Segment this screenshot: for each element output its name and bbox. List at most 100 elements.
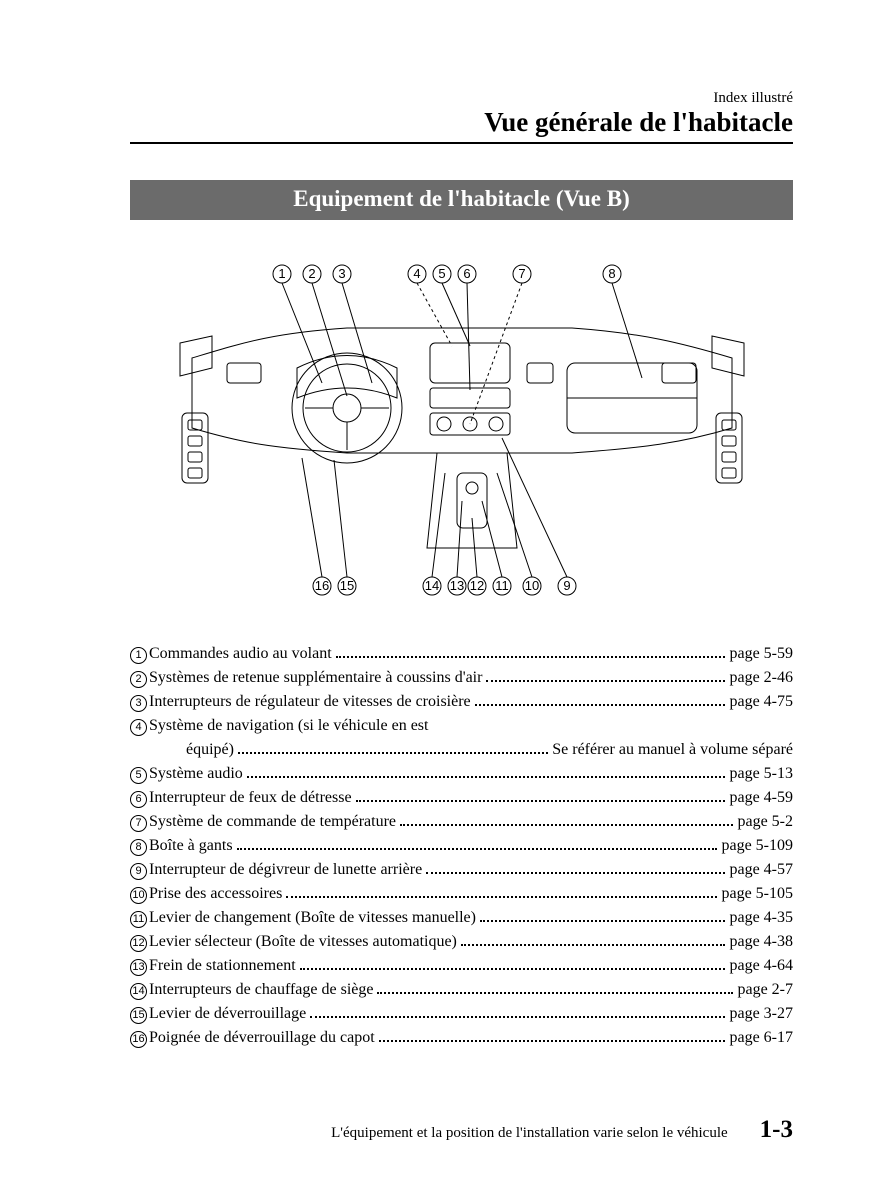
index-row: 12 Levier sélecteur (Boîte de vitesses a… — [130, 930, 793, 954]
interior-diagram: 12345678161514131211109 — [172, 248, 752, 608]
index-row-label: Levier de déverrouillage — [149, 1002, 306, 1026]
page-header: Index illustré Vue générale de l'habitac… — [130, 90, 793, 138]
svg-text:12: 12 — [469, 578, 483, 593]
header-chapter-title: Vue générale de l'habitacle — [130, 107, 793, 138]
svg-text:4: 4 — [413, 266, 420, 281]
index-row: 15 Levier de déverrouillage page 3-27 — [130, 1002, 793, 1026]
index-row-continuation: équipé) Se référer au manuel à volume sép… — [130, 738, 793, 762]
footer-page-number: 1-3 — [760, 1116, 793, 1144]
index-row-number: 15 — [130, 1007, 147, 1024]
leader-dots — [426, 860, 725, 874]
svg-text:8: 8 — [608, 266, 615, 281]
index-row-label: Commandes audio au volant — [149, 642, 332, 666]
index-row-page: page 4-38 — [729, 930, 793, 954]
index-row-page: page 5-109 — [721, 834, 793, 858]
index-row-label: Interrupteur de feux de détresse — [149, 786, 352, 810]
index-row-page: page 5-59 — [729, 642, 793, 666]
index-row-number: 7 — [130, 815, 147, 832]
index-row: 16 Poignée de déverrouillage du capot pag… — [130, 1026, 793, 1050]
leader-dots — [379, 1028, 726, 1042]
index-row: 9 Interrupteur de dégivreur de lunette a… — [130, 858, 793, 882]
svg-text:1: 1 — [278, 266, 285, 281]
index-row-number: 13 — [130, 959, 147, 976]
svg-text:10: 10 — [524, 578, 538, 593]
index-row-page: page 4-57 — [729, 858, 793, 882]
index-row: 2 Systèmes de retenue supplémentaire à c… — [130, 666, 793, 690]
index-row: 6 Interrupteur de feux de détressepage 4… — [130, 786, 793, 810]
index-row-label: Interrupteurs de chauffage de siège — [149, 978, 373, 1002]
index-row: 5 Système audio page 5-13 — [130, 762, 793, 786]
index-row-number: 5 — [130, 767, 147, 784]
leader-dots — [300, 956, 726, 970]
index-row-page: page 5-2 — [737, 810, 793, 834]
index-row-number: 8 — [130, 839, 147, 856]
leader-dots — [461, 932, 726, 946]
index-row-number: 12 — [130, 935, 147, 952]
svg-text:13: 13 — [449, 578, 463, 593]
index-row-label: Système audio — [149, 762, 243, 786]
index-row-number: 2 — [130, 671, 147, 688]
svg-text:2: 2 — [308, 266, 315, 281]
leader-dots — [238, 740, 548, 754]
leader-dots — [400, 812, 733, 826]
header-index-label: Index illustré — [130, 90, 793, 107]
footer-note: L'équipement et la position de l'install… — [331, 1125, 728, 1142]
svg-text:16: 16 — [314, 578, 328, 593]
page-footer: L'équipement et la position de l'install… — [331, 1116, 793, 1144]
index-row: 11 Levier de changement (Boîte de vitess… — [130, 906, 793, 930]
leader-dots — [475, 692, 726, 706]
svg-text:6: 6 — [463, 266, 470, 281]
index-row-number: 4 — [130, 719, 147, 736]
index-row: 7 Système de commande de température page… — [130, 810, 793, 834]
section-title-bar: Equipement de l'habitacle (Vue B) — [130, 180, 793, 220]
index-row-label: équipé) — [186, 738, 234, 762]
index-row-number: 3 — [130, 695, 147, 712]
svg-text:7: 7 — [518, 266, 525, 281]
svg-text:3: 3 — [338, 266, 345, 281]
index-row-page: page 4-75 — [729, 690, 793, 714]
index-row-label: Poignée de déverrouillage du capot — [149, 1026, 375, 1050]
index-row-label: Levier de changement (Boîte de vitesses … — [149, 906, 476, 930]
index-row: 8 Boîte à gants page 5-109 — [130, 834, 793, 858]
index-row-number: 16 — [130, 1031, 147, 1048]
index-row: 4 Système de navigation (si le véhicule … — [130, 714, 793, 738]
callout-index-list: 1 Commandes audio au volantpage 5-592 Sy… — [130, 642, 793, 1050]
index-row-label: Systèmes de retenue supplémentaire à cou… — [149, 666, 482, 690]
index-row-label: Système de commande de température — [149, 810, 396, 834]
index-row: 3 Interrupteurs de régulateur de vitesse… — [130, 690, 793, 714]
header-rule — [130, 142, 793, 144]
index-row: 14 Interrupteurs de chauffage de siègepa… — [130, 978, 793, 1002]
index-row-page: Se référer au manuel à volume séparé — [552, 738, 793, 762]
leader-dots — [486, 668, 725, 682]
leader-dots — [480, 908, 725, 922]
leader-dots — [356, 788, 726, 802]
index-row-label: Prise des accessoires — [149, 882, 282, 906]
index-row-page: page 3-27 — [729, 1002, 793, 1026]
index-row-label: Interrupteurs de régulateur de vitesses … — [149, 690, 471, 714]
index-row: 13 Frein de stationnement page 4-64 — [130, 954, 793, 978]
leader-dots — [377, 980, 733, 994]
index-row-number: 1 — [130, 647, 147, 664]
leader-dots — [310, 1004, 725, 1018]
index-row-label: Levier sélecteur (Boîte de vitesses auto… — [149, 930, 457, 954]
svg-text:5: 5 — [438, 266, 445, 281]
leader-dots — [336, 644, 726, 658]
index-row-number: 9 — [130, 863, 147, 880]
index-row-label: Interrupteur de dégivreur de lunette arr… — [149, 858, 422, 882]
index-row-label: Système de navigation (si le véhicule en… — [149, 714, 428, 738]
index-row-page: page 5-13 — [729, 762, 793, 786]
index-row-page: page 6-17 — [729, 1026, 793, 1050]
leader-dots — [286, 884, 717, 898]
index-row-label: Frein de stationnement — [149, 954, 296, 978]
leader-dots — [237, 836, 718, 850]
index-row-label: Boîte à gants — [149, 834, 233, 858]
svg-text:15: 15 — [339, 578, 353, 593]
svg-text:11: 11 — [495, 578, 509, 593]
index-row-number: 11 — [130, 911, 147, 928]
index-row-number: 10 — [130, 887, 147, 904]
index-row-number: 6 — [130, 791, 147, 808]
index-row-page: page 4-64 — [729, 954, 793, 978]
index-row: 10 Prise des accessoirespage 5-105 — [130, 882, 793, 906]
index-row-number: 14 — [130, 983, 147, 1000]
svg-text:9: 9 — [563, 578, 570, 593]
